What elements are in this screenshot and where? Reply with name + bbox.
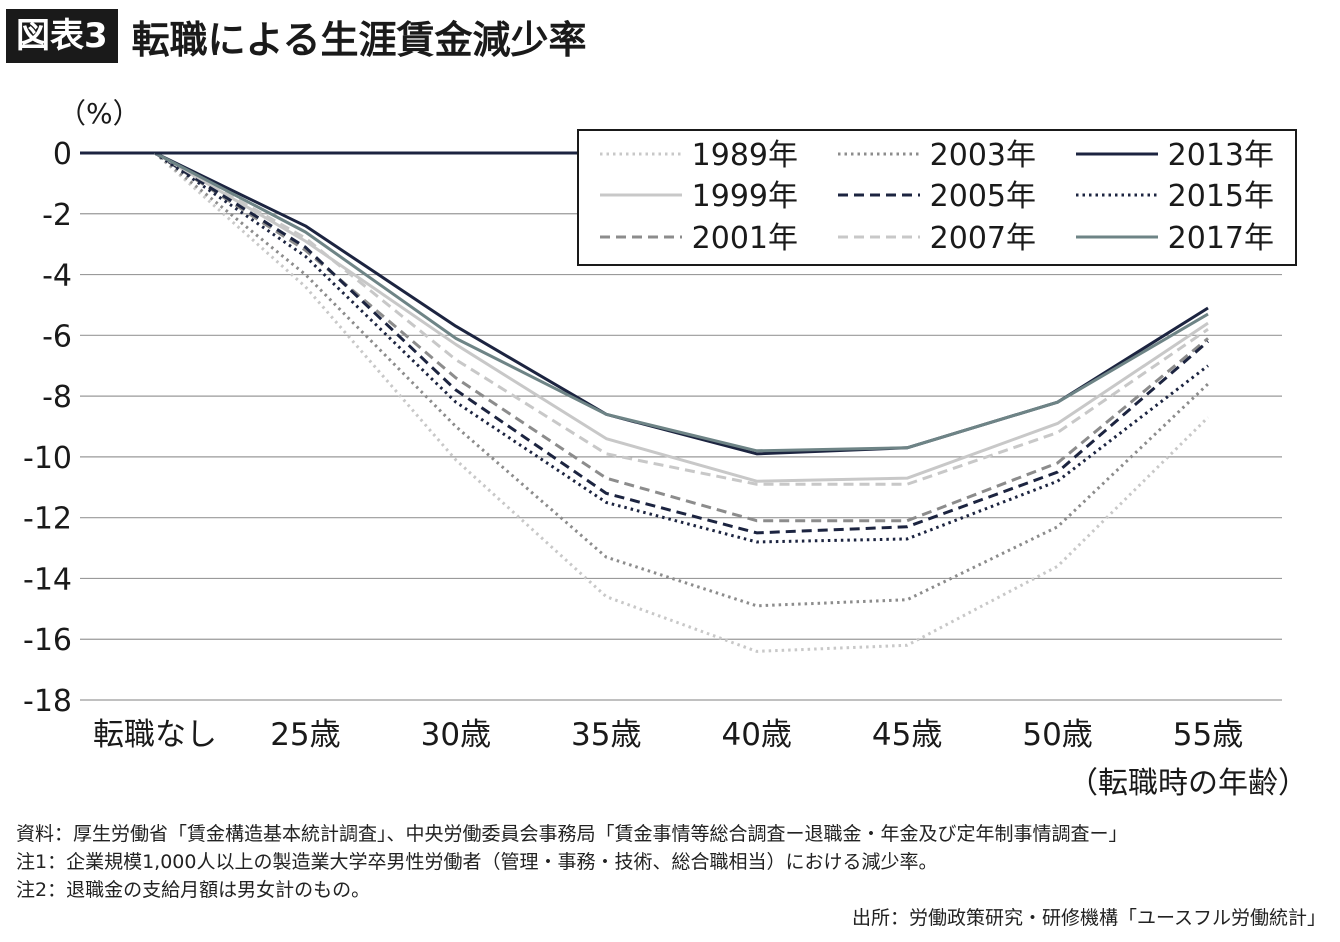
y-tick-label: -18 <box>23 684 72 719</box>
legend-label: 2005年 <box>930 179 1036 214</box>
legend-label: 2015年 <box>1168 179 1274 214</box>
note-2: 注2：退職金の支給月額は男女計のもの。 <box>16 879 371 901</box>
series-line <box>154 151 1210 653</box>
chart-title: 転職による生涯賃金減少率 <box>131 17 587 62</box>
figure-badge: 図表3 <box>6 9 118 63</box>
y-axis-label: （%） <box>58 97 141 130</box>
line-chart: 0 -2 -4 -6 -8 -10 -12 -14 -16 -18 （%） 転職なし 25歳 30歳 35歳… <box>23 97 1308 800</box>
series-line <box>154 151 1210 608</box>
x-tick-label: 40歳 <box>721 717 791 753</box>
x-tick-label: 25歳 <box>270 717 340 753</box>
legend-label: 2001年 <box>692 221 798 256</box>
title-row: 図表3 転職による生涯賃金減少率 <box>6 6 587 66</box>
y-tick-label: -8 <box>42 380 72 415</box>
x-tick-label: 転職なし <box>93 717 217 753</box>
legend-box <box>577 129 1297 266</box>
note-1: 注1：企業規模1,000人以上の製造業大学卒男性労働者（管理・事務・技術、総合職… <box>16 851 938 873</box>
x-tick-label: 45歳 <box>872 717 942 753</box>
x-tick-label: 55歳 <box>1173 717 1243 753</box>
legend-label: 2017年 <box>1168 221 1274 256</box>
y-tick-label: -14 <box>23 562 72 597</box>
series-line <box>154 151 1209 535</box>
x-tick-label: 35歳 <box>571 717 641 753</box>
series-line <box>154 151 1209 544</box>
x-tick-label: 50歳 <box>1022 717 1092 753</box>
legend-label: 2013年 <box>1168 138 1274 173</box>
y-tick-label: -6 <box>42 319 72 354</box>
source-credit: 出所：労働政策研究・研修機構「ユースフル労働統計」 <box>851 907 1326 929</box>
y-tick-label: -12 <box>23 502 72 537</box>
legend-label: 2003年 <box>930 138 1036 173</box>
series-line <box>154 151 1209 483</box>
x-tick-label: 30歳 <box>421 717 491 753</box>
series-line <box>154 151 1209 486</box>
y-tick-label: -10 <box>23 441 72 476</box>
y-tick-label: -4 <box>42 259 72 294</box>
x-axis-label: （転職時の年齢） <box>1068 766 1308 800</box>
y-tick-label: -16 <box>23 623 72 658</box>
legend-label: 1989年 <box>692 138 798 173</box>
note-source-data: 資料：厚生労働省「賃金構造基本統計調査」、中央労働委員会事務局「賃金事情等総合調… <box>16 823 1128 845</box>
y-tick-label: 0 <box>53 137 72 172</box>
series-line <box>154 151 1209 453</box>
y-tick-label: -2 <box>42 198 72 233</box>
legend-label: 2007年 <box>930 221 1036 256</box>
legend-label: 1999年 <box>692 179 798 214</box>
notes: 資料：厚生労働省「賃金構造基本統計調査」、中央労働委員会事務局「賃金事情等総合調… <box>16 820 1128 904</box>
